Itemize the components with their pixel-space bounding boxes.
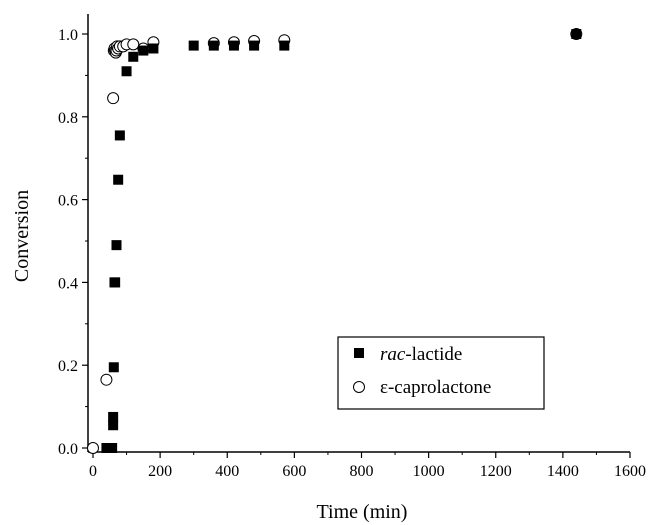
caprolactone-point-1 (100, 373, 113, 386)
caprolactone-point-2 (107, 92, 120, 105)
x-tick-label-3: 600 (282, 463, 306, 480)
rac-lactide-point-7 (110, 277, 121, 288)
x-tick-label-4: 800 (350, 463, 374, 480)
rac-lactide-point-18 (249, 40, 260, 51)
rac-lactide-point-4 (108, 411, 119, 422)
x-tick-label-1: 200 (148, 463, 172, 480)
rac-lactide-point-11 (121, 66, 132, 77)
caprolactone-point-13 (127, 38, 140, 51)
rac-lactide-point-15 (188, 40, 199, 51)
y-tick-label-5: 1.0 (58, 27, 78, 44)
rac-lactide-point-3 (108, 420, 119, 431)
y-tick-label-3: 0.6 (58, 193, 78, 210)
legend-label-rac-lactide: rac-lactide (380, 344, 462, 365)
legend-marker-rac-lactide (354, 348, 364, 358)
legend-marker-caprolactone (353, 381, 365, 393)
plot-area (87, 14, 630, 453)
x-tick-label-0: 0 (89, 463, 97, 480)
legend: rac-lactide ε-caprolactone (337, 336, 545, 410)
x-tick-label-2: 400 (215, 463, 239, 480)
x-tick-label-7: 1400 (547, 463, 579, 480)
y-tick-label-2: 0.4 (58, 275, 78, 292)
y-tick-label-0: 0.0 (58, 441, 78, 458)
rac-lactide-point-13 (138, 45, 149, 56)
x-axis-title: Time (min) (317, 501, 408, 523)
rac-lactide-point-2 (107, 443, 118, 453)
rac-lactide-point-14 (148, 43, 159, 54)
x-tick-label-5: 1000 (413, 463, 445, 480)
x-tick-label-6: 1200 (480, 463, 512, 480)
data-markers (87, 28, 583, 454)
x-tick-label-8: 1600 (614, 463, 646, 480)
legend-label-caprolactone: ε-caprolactone (380, 377, 491, 398)
y-tick-label-1: 0.2 (58, 358, 78, 375)
y-tick-label-4: 0.8 (58, 110, 78, 127)
rac-lactide-point-9 (113, 174, 124, 185)
y-axis-title: Conversion (11, 190, 33, 282)
rac-lactide-point-5 (108, 362, 119, 373)
rac-lactide-point-17 (228, 40, 239, 51)
rac-lactide-point-19 (279, 40, 290, 51)
rac-lactide-point-20 (571, 29, 582, 39)
legend-box (337, 336, 545, 410)
caprolactone-point-0 (87, 442, 99, 454)
rac-lactide-point-12 (128, 51, 139, 62)
axis-ticks: 0 200 400 600 800 1000 1200 1400 1600 0.0 0.2 0.4 0.… (58, 27, 646, 480)
rac-lactide-point-8 (111, 240, 122, 251)
rac-lactide-point-10 (114, 130, 125, 141)
rac-lactide-point-16 (208, 40, 219, 51)
